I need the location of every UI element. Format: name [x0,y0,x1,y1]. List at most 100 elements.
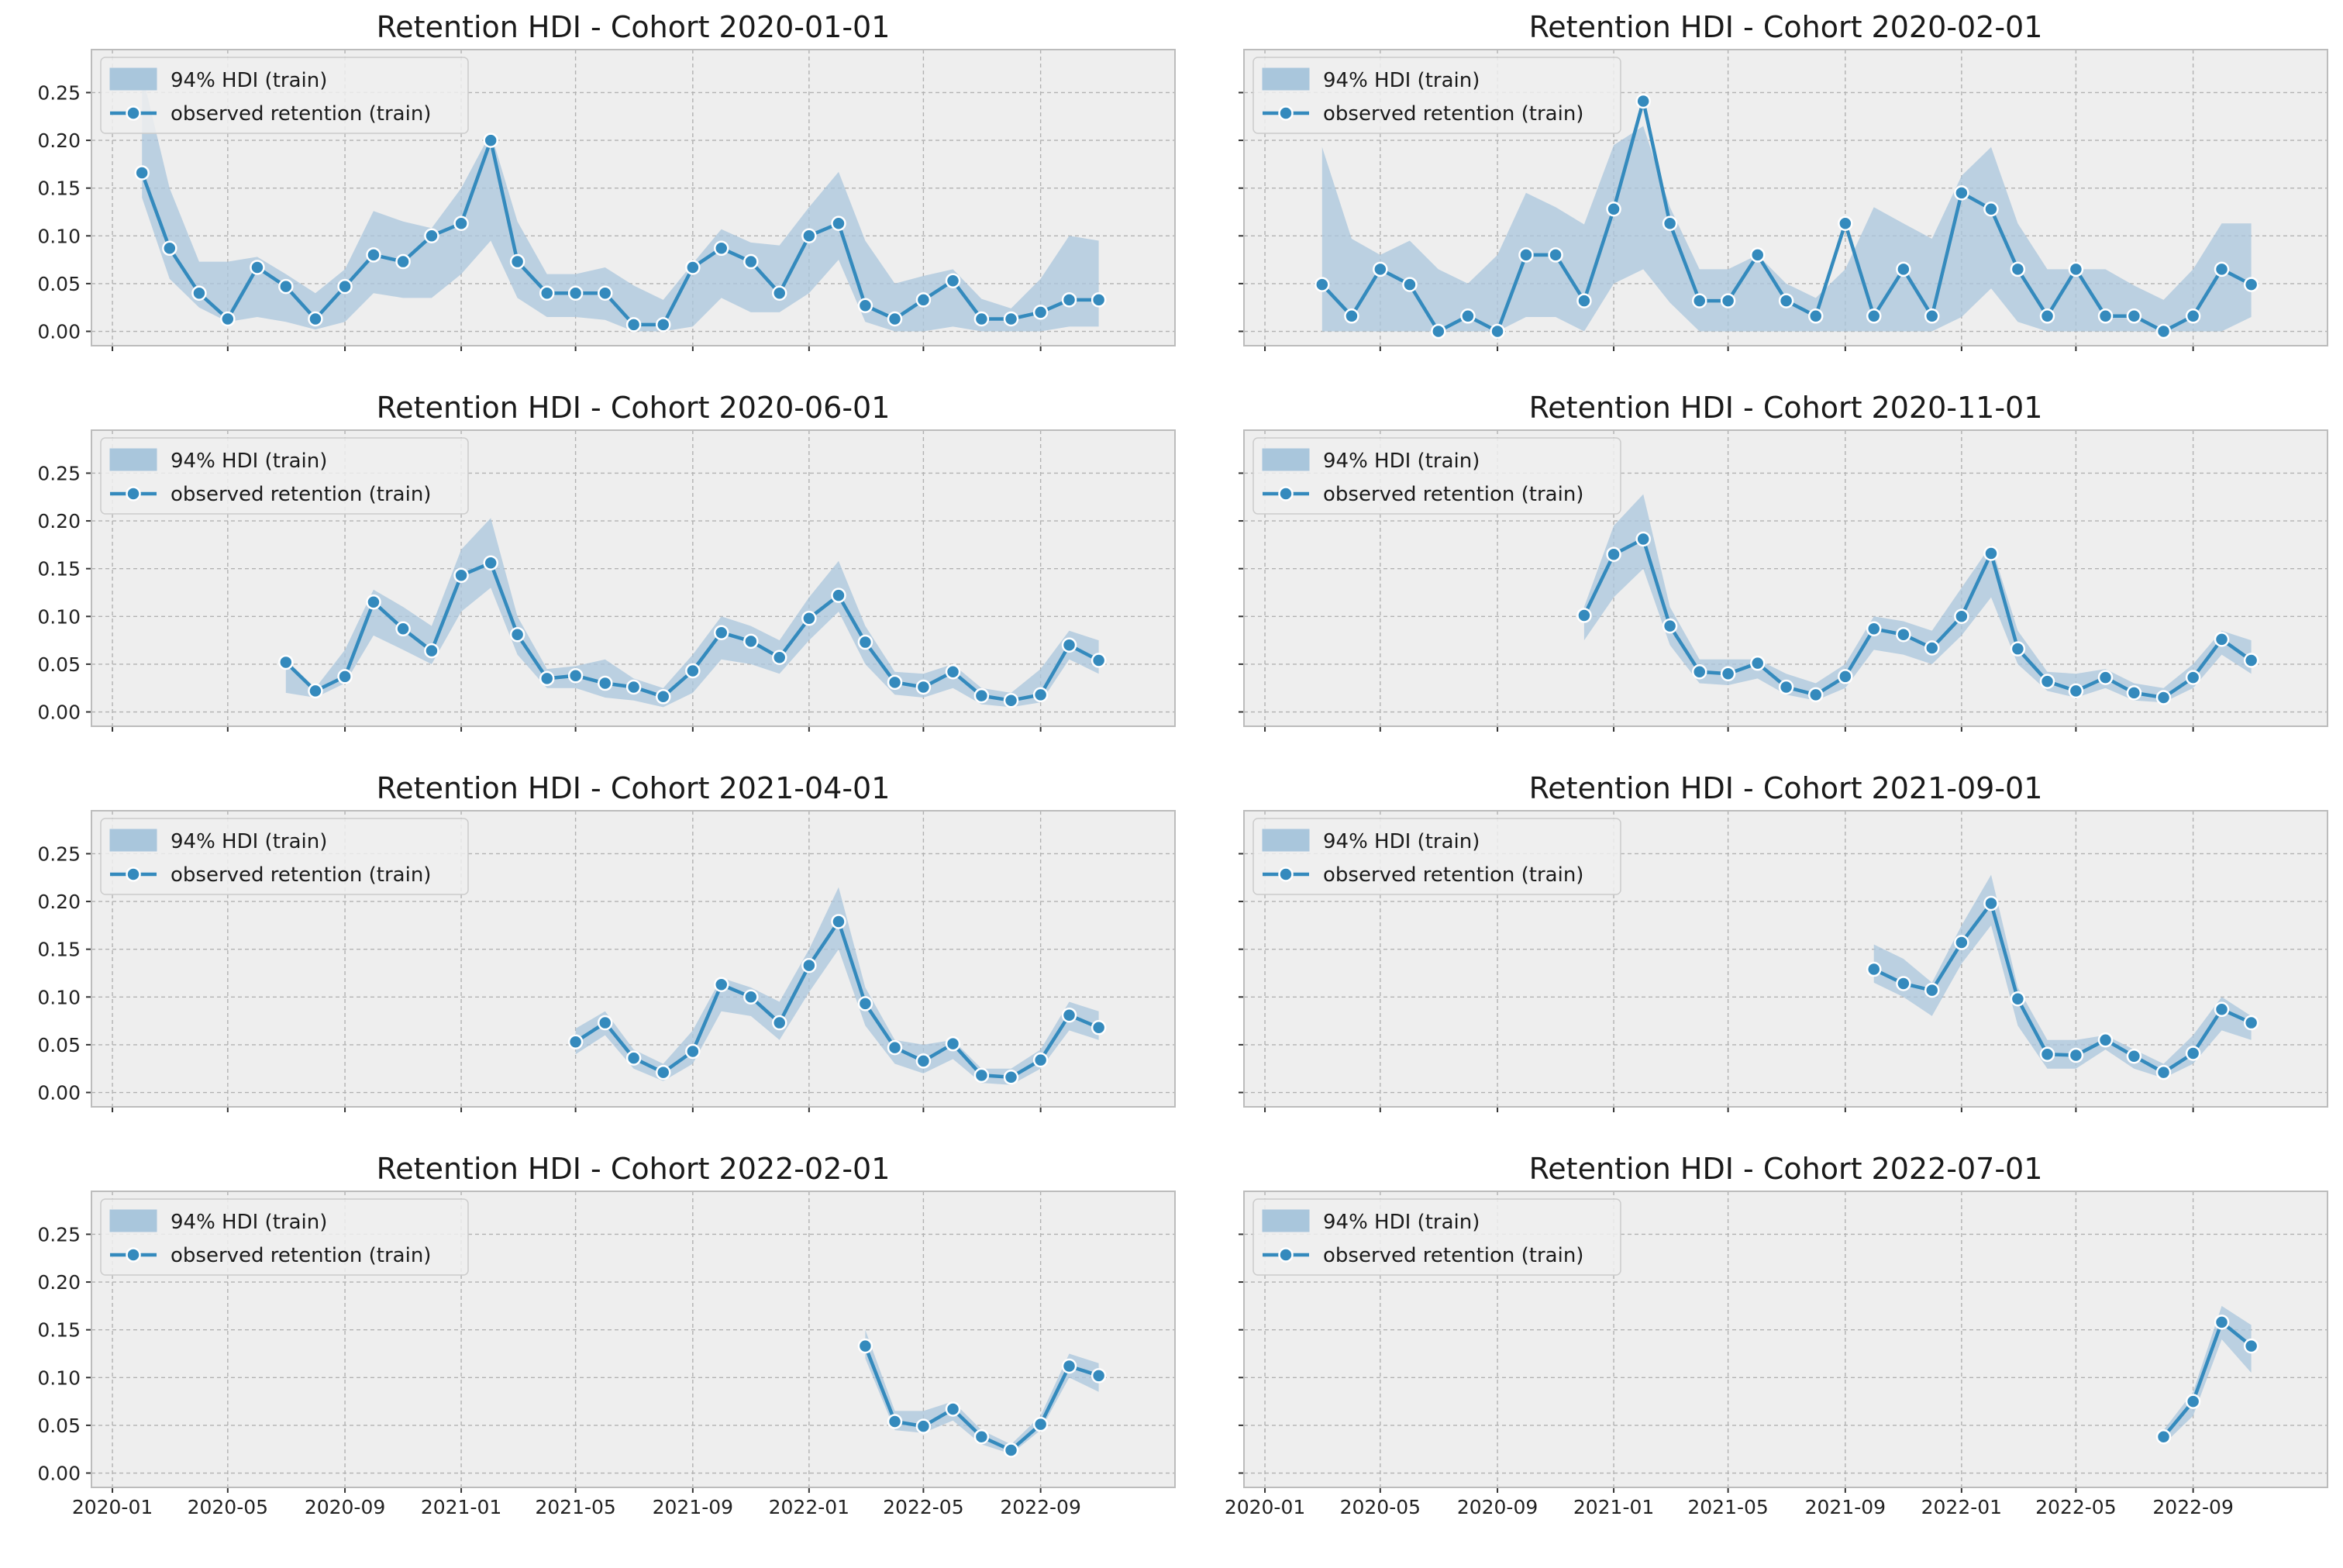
observed-retention-point [1983,895,1999,912]
observed-retention-point [857,1338,873,1354]
observed-retention-point [771,285,787,301]
observed-retention-point [337,669,353,684]
observed-retention-point [1807,308,1824,324]
x-tick-label: 2022-01 [769,1496,849,1518]
observed-retention-point [1866,308,1882,324]
y-tick-label: 0.15 [37,177,81,200]
observed-retention-point [1896,976,1911,991]
legend-marker-swatch [126,105,141,121]
legend-label: 94% HDI (train) [171,450,327,473]
observed-retention-point [2010,261,2026,277]
observed-retention-point [713,977,729,993]
axes-frame [1243,49,2328,346]
observed-retention-point [1032,1052,1049,1068]
observed-retention-point [1032,305,1049,320]
observed-retention-point [831,215,846,232]
observed-retention-point [625,317,642,333]
observed-retention-point [1576,608,1592,623]
legend-marker-swatch [1278,1247,1294,1263]
observed-retention-point [1954,185,1969,201]
observed-retention-point [597,285,613,301]
observed-retention-point [1662,618,1678,634]
x-tick-label: 2022-01 [1921,1496,2002,1518]
legend-marker-swatch [1278,105,1294,121]
observed-retention-point [1924,308,1940,324]
observed-retention-point [973,688,990,704]
observed-retention-point [567,285,584,301]
observed-retention-point [1896,626,1911,643]
legend-box [1252,57,1621,134]
observed-retention-point [1548,247,1563,263]
observed-retention-point [2097,1032,2114,1048]
observed-retention-point [1518,247,1534,263]
observed-retention-point [2243,653,2259,668]
axes-frame [91,810,1176,1108]
observed-retention-point [424,643,439,659]
observed-retention-point [625,1050,642,1066]
observed-retention-point [1091,653,1107,668]
y-tick-label: 0.00 [37,701,81,724]
legend-label: observed retention (train) [171,102,431,126]
observed-retention-point [655,317,671,333]
y-tick-label: 0.00 [37,1082,81,1104]
y-tick-label: 0.20 [37,891,81,913]
x-tick-label: 2021-05 [535,1496,615,1518]
observed-retention-point [801,957,817,974]
observed-retention-point [509,253,525,270]
y-tick-label: 0.05 [37,1034,81,1056]
observed-retention-point [857,996,873,1011]
observed-retention-point [831,588,846,603]
observed-retention-point [2243,1338,2259,1354]
observed-retention-point [1061,1007,1077,1023]
observed-retention-point [2126,685,2142,701]
observed-retention-point [2155,690,2172,705]
legend-label: 94% HDI (train) [1323,450,1480,473]
chart-panel-7: Retention HDI - Cohort 2022-02-01 2020-01… [37,1152,1176,1518]
y-tick-label: 0.10 [37,986,81,1008]
axes-frame [91,49,1176,346]
hdi-band [1873,874,2252,1078]
observed-retention-point [2010,991,2026,1007]
observed-retention-point [2214,632,2230,647]
x-tick-label: 2020-05 [188,1496,268,1518]
observed-retention-point [1778,679,1794,695]
observed-retention-point [915,1418,932,1434]
x-tick-label: 2022-05 [2035,1496,2116,1518]
legend-marker-swatch [126,1247,141,1263]
observed-retention-point [2097,308,2114,324]
observed-retention-point [945,273,961,288]
observed-retention-point [685,663,701,679]
chart-title: Retention HDI - Cohort 2021-04-01 [377,771,891,805]
observed-retention-point [1691,293,1707,308]
legend-label: 94% HDI (train) [171,1211,327,1234]
x-tick-label: 2021-09 [653,1496,733,1518]
legend: 94% HDI (train) observed retention (train… [100,1198,469,1276]
observed-retention-point [2097,670,2114,685]
observed-retention-point [2155,1428,2172,1445]
y-tick-label: 0.00 [37,321,81,343]
observed-retention-point [395,621,411,637]
observed-retention-point [2214,1315,2230,1330]
observed-retention-point [713,240,729,257]
observed-retention-point [743,989,759,1005]
observed-retention-point [539,670,555,687]
legend-box [100,437,469,515]
legend-marker-swatch [1278,486,1294,501]
legend-label: observed retention (train) [1323,483,1583,506]
observed-retention-point [220,311,236,327]
legend-label: 94% HDI (train) [1323,1211,1480,1234]
observed-retention-point [887,1039,903,1056]
observed-retention-point [1490,323,1505,339]
observed-retention-point [2039,308,2055,324]
observed-retention-point [134,165,150,181]
observed-retention-point [1061,1358,1077,1374]
legend-box [1252,1198,1621,1276]
legend: 94% HDI (train) observed retention (train… [100,818,469,895]
y-tick-label: 0.25 [37,81,81,104]
observed-retention-point [2010,641,2026,656]
x-tick-label: 2021-09 [1805,1496,1886,1518]
observed-retention-point [1061,292,1077,308]
chart-panel-3: Retention HDI - Cohort 2020-06-01 0.00 0.0… [37,391,1176,732]
observed-retention-point [1091,1368,1107,1384]
legend-hdi-swatch [1262,1209,1310,1232]
